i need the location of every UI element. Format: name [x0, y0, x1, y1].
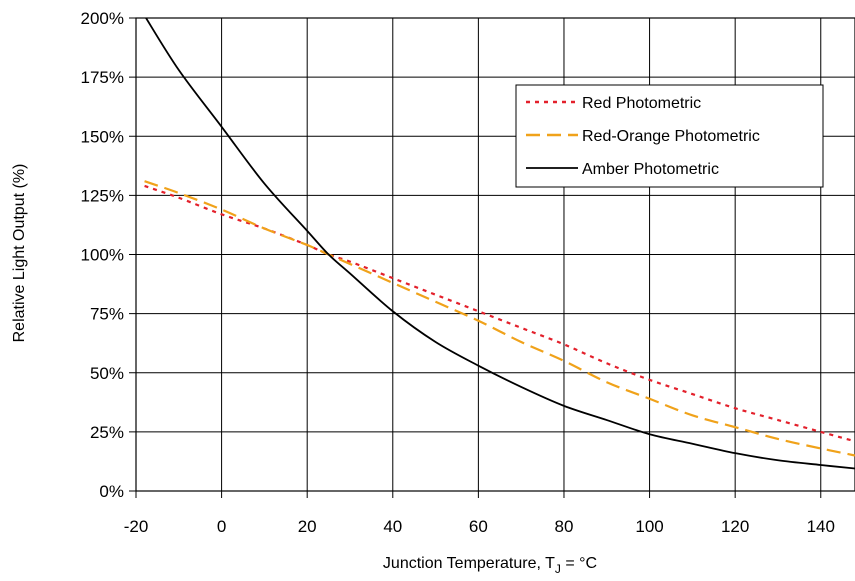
- y-tick-label: 25%: [90, 423, 124, 442]
- y-axis-label: Relative Light Output (%): [11, 164, 28, 343]
- x-tick-label: 100: [635, 517, 663, 536]
- x-axis-label-suffix: = °C: [561, 555, 597, 572]
- x-tick-label: 0: [217, 517, 226, 536]
- series-line-amber-photometric: [144, 18, 855, 470]
- y-axis-ticks: 0% 25% 50% 75% 100% 125% 150% 175% 200%: [81, 9, 136, 501]
- x-tick-label: 80: [555, 517, 574, 536]
- y-tick-label: 150%: [81, 127, 124, 146]
- y-tick-label: 125%: [81, 186, 124, 205]
- series-line-red-orange-photometric: [144, 180, 855, 457]
- x-tick-label: 120: [721, 517, 749, 536]
- legend-box: [515, 84, 824, 188]
- series-group: [144, 18, 855, 470]
- x-axis-label-subscript: J: [555, 562, 561, 576]
- x-tick-label: 60: [469, 517, 488, 536]
- x-tick-label: 20: [298, 517, 317, 536]
- legend-label: Red Photometric: [582, 95, 701, 112]
- x-tick-label: -20: [124, 517, 149, 536]
- x-axis-label: Junction Temperature, TJ = °C: [383, 555, 597, 576]
- y-tick-label: 200%: [81, 9, 124, 28]
- x-tick-label: 140: [807, 517, 835, 536]
- y-tick-label: 50%: [90, 364, 124, 383]
- x-axis-ticks: -20 0 20 40 60 80 100 120 140: [124, 491, 835, 536]
- y-tick-label: 0%: [99, 482, 124, 501]
- y-tick-label: 75%: [90, 305, 124, 324]
- legend-label: Amber Photometric: [582, 161, 719, 178]
- y-tick-label: 175%: [81, 68, 124, 87]
- x-tick-label: 40: [383, 517, 402, 536]
- legend: Red Photometric Red-Orange Photometric Amb…: [515, 84, 824, 188]
- y-tick-label: 100%: [81, 246, 124, 265]
- legend-label: Red-Orange Photometric: [582, 128, 760, 145]
